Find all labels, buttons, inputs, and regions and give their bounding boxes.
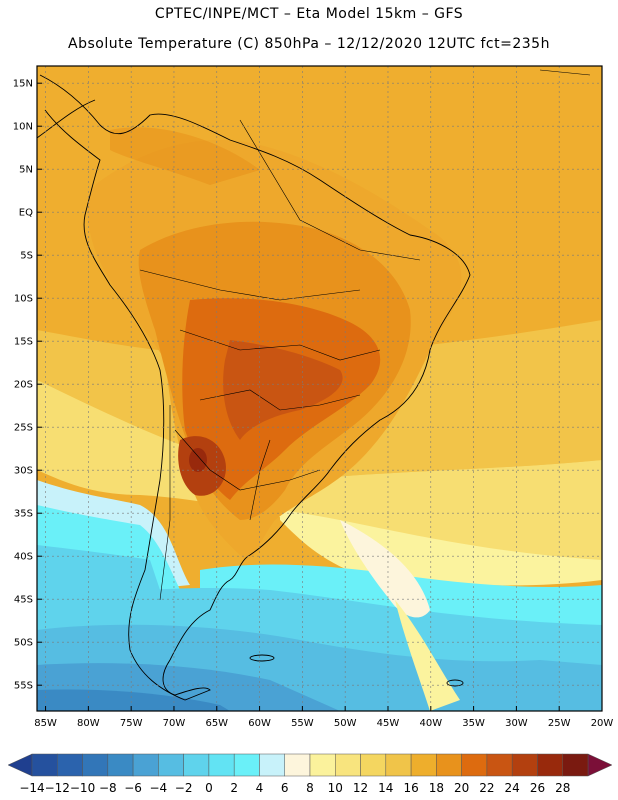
- colorbar-swatch: [158, 753, 184, 777]
- lon-tick-label: 60W: [248, 718, 271, 729]
- grid-lines: [37, 66, 603, 711]
- colorbar-arrow-high: [587, 753, 613, 777]
- colorbar-label: −2: [175, 781, 193, 795]
- longitude-axis: 85W 80W 75W 70W 65W 60W 55W 50W 45W 40W 35W 30W 25W 2…: [34, 706, 613, 729]
- colorbar-swatch: [360, 753, 387, 777]
- latitude-axis: 15N 10N 5N EQ 5S 10S 15S 20S 25S 30S 35S 40S 45S 50S 5…: [13, 79, 42, 692]
- lat-tick-label: 45S: [14, 595, 33, 606]
- colorbar-label: −6: [124, 781, 142, 795]
- lat-tick-label: 15N: [13, 79, 33, 90]
- colorbar-label: 4: [256, 781, 264, 795]
- colorbar-swatch: [436, 753, 462, 777]
- colorbar-label: 22: [479, 781, 494, 795]
- map-frame: [36, 65, 603, 712]
- lat-tick-label: 25S: [14, 423, 33, 434]
- colorbar-swatch: [31, 753, 58, 777]
- lon-tick-label: 50W: [334, 718, 357, 729]
- colorbar-swatch: [233, 753, 260, 777]
- lon-tick-label: 45W: [377, 718, 400, 729]
- colorbar-swatch: [132, 753, 159, 777]
- colorbar-label: 18: [429, 781, 444, 795]
- lon-tick-label: 70W: [163, 718, 186, 729]
- chart-title-line1: CPTEC/INPE/MCT – Eta Model 15km – GFS: [154, 6, 464, 22]
- colorbar-label: 12: [353, 781, 368, 795]
- colorbar-label: 16: [403, 781, 418, 795]
- colorbar-label: 10: [328, 781, 343, 795]
- lon-tick-label: 20W: [591, 718, 614, 729]
- colorbar-label: 6: [281, 781, 289, 795]
- lon-tick-label: 40W: [419, 718, 442, 729]
- temperature-field: [37, 66, 602, 711]
- lat-tick-label: 10N: [13, 122, 33, 133]
- colorbar-label: 28: [555, 781, 570, 795]
- lat-tick-label: 50S: [14, 638, 33, 649]
- lat-tick-label: 30S: [14, 466, 33, 477]
- colorbar-swatch: [183, 753, 210, 777]
- lat-tick-label: 35S: [14, 509, 33, 520]
- lat-tick-label: 5N: [19, 165, 33, 176]
- lat-tick-label: 5S: [20, 251, 33, 262]
- lon-tick-label: 65W: [205, 718, 228, 729]
- colorbar-label: 14: [378, 781, 393, 795]
- lat-tick-label: 20S: [14, 380, 33, 391]
- colorbar-swatch: [309, 753, 336, 777]
- colorbar-swatch: [335, 753, 361, 777]
- colorbar-swatch: [461, 753, 488, 777]
- lon-tick-label: 25W: [548, 718, 571, 729]
- colorbar-swatch: [562, 753, 589, 777]
- lon-tick-label: 55W: [291, 718, 314, 729]
- colorbar-label: 24: [505, 781, 520, 795]
- colorbar-swatch: [511, 753, 538, 777]
- coastline: [37, 69, 591, 701]
- colorbar-swatch: [284, 753, 311, 777]
- lon-tick-label: 75W: [120, 718, 143, 729]
- lat-tick-label: 55S: [14, 681, 33, 692]
- colorbar-label: −14: [19, 781, 44, 795]
- colorbar-label: −8: [99, 781, 117, 795]
- lat-tick-label: EQ: [19, 208, 33, 219]
- colorbar-label: 8: [306, 781, 314, 795]
- colorbar-swatch: [259, 753, 285, 777]
- colorbar-swatch: [208, 753, 235, 777]
- lon-tick-label: 30W: [505, 718, 528, 729]
- colorbar-label: −10: [70, 781, 95, 795]
- colorbar-label: −4: [150, 781, 168, 795]
- lat-tick-label: 15S: [14, 337, 33, 348]
- chart-title-line2: Absolute Temperature (C) 850hPa – 12/12/…: [68, 36, 550, 52]
- colorbar-label: 26: [530, 781, 545, 795]
- colorbar-label: 2: [230, 781, 238, 795]
- colorbar-label: −12: [45, 781, 70, 795]
- lon-tick-label: 85W: [34, 718, 57, 729]
- lat-tick-label: 40S: [14, 552, 33, 563]
- colorbar-label: 0: [205, 781, 213, 795]
- colorbar-swatch: [57, 753, 83, 777]
- colorbar-swatch: [537, 753, 563, 777]
- colorbar-swatch: [486, 753, 513, 777]
- lon-tick-label: 80W: [77, 718, 100, 729]
- colorbar-swatch: [410, 753, 437, 777]
- colorbar: −14 −12 −10 −8 −6 −4 −2 0 2 4 6 8 10 12 14 16 18 20 22 24 26…: [7, 753, 613, 795]
- colorbar-swatch: [107, 753, 134, 777]
- colorbar-arrow-low: [7, 753, 33, 777]
- colorbar-swatch: [385, 753, 412, 777]
- colorbar-swatch: [82, 753, 109, 777]
- lon-tick-label: 35W: [462, 718, 485, 729]
- colorbar-label: 20: [454, 781, 469, 795]
- lat-tick-label: 10S: [14, 294, 33, 305]
